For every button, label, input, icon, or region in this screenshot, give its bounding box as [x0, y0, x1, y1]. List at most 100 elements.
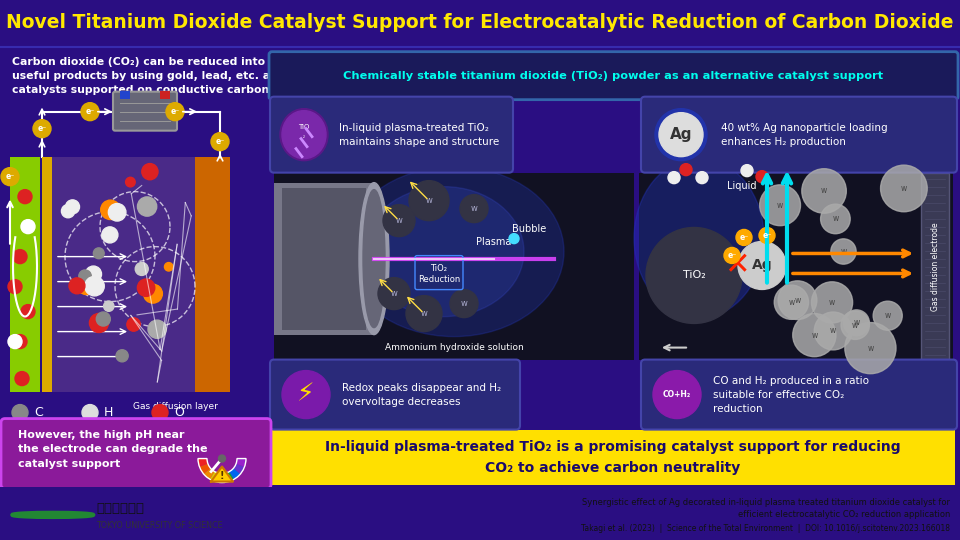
Wedge shape — [236, 458, 246, 467]
Circle shape — [880, 165, 927, 212]
Text: e⁻: e⁻ — [739, 233, 749, 242]
FancyBboxPatch shape — [274, 173, 634, 360]
Text: In-liquid plasma-treated TiO₂ is a promising catalyst support for reducing
CO₂ t: In-liquid plasma-treated TiO₂ is a promi… — [325, 440, 900, 475]
FancyBboxPatch shape — [274, 183, 374, 335]
Circle shape — [668, 172, 680, 184]
FancyBboxPatch shape — [42, 157, 52, 392]
Text: w: w — [840, 247, 847, 256]
Circle shape — [844, 310, 870, 336]
Text: CO and H₂ produced in a ratio
suitable for effective CO₂
reduction: CO and H₂ produced in a ratio suitable f… — [713, 375, 869, 414]
Text: w: w — [777, 201, 783, 210]
FancyBboxPatch shape — [641, 97, 957, 173]
Circle shape — [759, 227, 775, 244]
Text: w: w — [425, 196, 432, 205]
Circle shape — [21, 305, 35, 319]
Text: Novel Titanium Dioxide Catalyst Support for Electrocatalytic Reduction of Carbon: Novel Titanium Dioxide Catalyst Support … — [7, 14, 953, 32]
Text: C: C — [34, 406, 43, 419]
FancyBboxPatch shape — [10, 157, 40, 392]
Circle shape — [77, 275, 96, 294]
Circle shape — [409, 181, 449, 221]
Text: ⚡: ⚡ — [298, 382, 315, 407]
Circle shape — [166, 103, 184, 120]
Circle shape — [841, 311, 870, 340]
Circle shape — [378, 278, 410, 309]
Circle shape — [13, 249, 27, 264]
Text: w: w — [853, 318, 859, 327]
Text: !: ! — [220, 470, 225, 481]
Text: w: w — [900, 184, 907, 193]
Ellipse shape — [280, 109, 328, 160]
Circle shape — [680, 164, 692, 176]
FancyBboxPatch shape — [195, 157, 230, 392]
Text: CO+H₂: CO+H₂ — [662, 390, 691, 399]
Circle shape — [61, 205, 75, 218]
Circle shape — [802, 168, 847, 213]
Circle shape — [1, 167, 19, 186]
Circle shape — [79, 270, 91, 282]
Circle shape — [89, 313, 108, 333]
Circle shape — [82, 404, 98, 421]
Wedge shape — [225, 471, 234, 482]
Circle shape — [821, 204, 851, 234]
Circle shape — [127, 318, 140, 331]
Wedge shape — [229, 468, 240, 480]
Circle shape — [460, 194, 488, 222]
Circle shape — [383, 205, 415, 237]
FancyBboxPatch shape — [1, 418, 271, 489]
Text: w: w — [830, 327, 836, 335]
Circle shape — [741, 165, 753, 177]
Circle shape — [164, 262, 173, 271]
Text: TOKYO UNIVERSITY OF SCIENCE: TOKYO UNIVERSITY OF SCIENCE — [96, 522, 223, 530]
Wedge shape — [233, 464, 245, 474]
FancyBboxPatch shape — [639, 173, 953, 360]
Text: e⁻: e⁻ — [85, 107, 95, 116]
Circle shape — [152, 404, 168, 421]
Text: w: w — [821, 186, 828, 195]
Ellipse shape — [364, 187, 524, 316]
Circle shape — [845, 322, 896, 374]
Wedge shape — [218, 474, 227, 483]
Text: e⁻: e⁻ — [37, 124, 47, 133]
Wedge shape — [204, 468, 214, 480]
Text: w: w — [832, 214, 838, 224]
Circle shape — [736, 230, 752, 246]
Circle shape — [406, 295, 442, 332]
Circle shape — [696, 172, 708, 184]
Circle shape — [108, 204, 126, 221]
Circle shape — [655, 109, 707, 160]
FancyBboxPatch shape — [52, 157, 195, 392]
Text: H⁺: H⁺ — [83, 281, 98, 292]
Text: w: w — [788, 298, 795, 307]
Circle shape — [509, 234, 519, 244]
FancyBboxPatch shape — [269, 52, 958, 100]
Circle shape — [137, 279, 155, 296]
Text: efficient electrocatalytic CO₂ reduction application: efficient electrocatalytic CO₂ reduction… — [738, 510, 950, 519]
Text: 東京理科大学: 東京理科大学 — [96, 502, 144, 515]
Circle shape — [33, 120, 51, 138]
Circle shape — [13, 335, 27, 349]
FancyBboxPatch shape — [282, 187, 366, 329]
Circle shape — [8, 280, 22, 294]
Wedge shape — [210, 471, 220, 482]
Text: However, the high pH near
the electrode can degrade the
catalyst support: However, the high pH near the electrode … — [18, 429, 207, 469]
Circle shape — [104, 301, 114, 312]
Text: w: w — [852, 321, 858, 330]
Circle shape — [830, 239, 856, 264]
Circle shape — [85, 266, 102, 282]
Circle shape — [219, 455, 226, 462]
Text: w: w — [794, 296, 801, 305]
Text: Carbon dioxide (CO₂) can be reduced into
useful products by using gold, lead, et: Carbon dioxide (CO₂) can be reduced into… — [12, 57, 276, 96]
Text: ✕: ✕ — [725, 251, 750, 280]
Text: w: w — [391, 289, 397, 298]
Circle shape — [738, 241, 786, 289]
Text: Ag: Ag — [752, 259, 772, 273]
Text: Takagi et al. (2023)  |  Science of the Total Environment  |  DOI: 10.1016/j.sci: Takagi et al. (2023) | Science of the To… — [582, 524, 950, 534]
Text: e⁻: e⁻ — [215, 137, 225, 146]
FancyBboxPatch shape — [113, 92, 177, 131]
Text: O: O — [174, 406, 184, 419]
Text: e⁻: e⁻ — [728, 251, 736, 260]
FancyBboxPatch shape — [160, 91, 170, 99]
FancyBboxPatch shape — [270, 97, 513, 173]
Polygon shape — [211, 467, 233, 482]
Text: TiO: TiO — [299, 124, 310, 130]
